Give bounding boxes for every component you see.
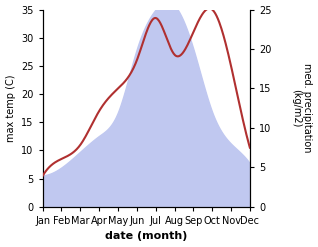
- Y-axis label: med. precipitation
(kg/m2): med. precipitation (kg/m2): [291, 63, 313, 153]
- Y-axis label: max temp (C): max temp (C): [5, 74, 16, 142]
- X-axis label: date (month): date (month): [105, 231, 187, 242]
